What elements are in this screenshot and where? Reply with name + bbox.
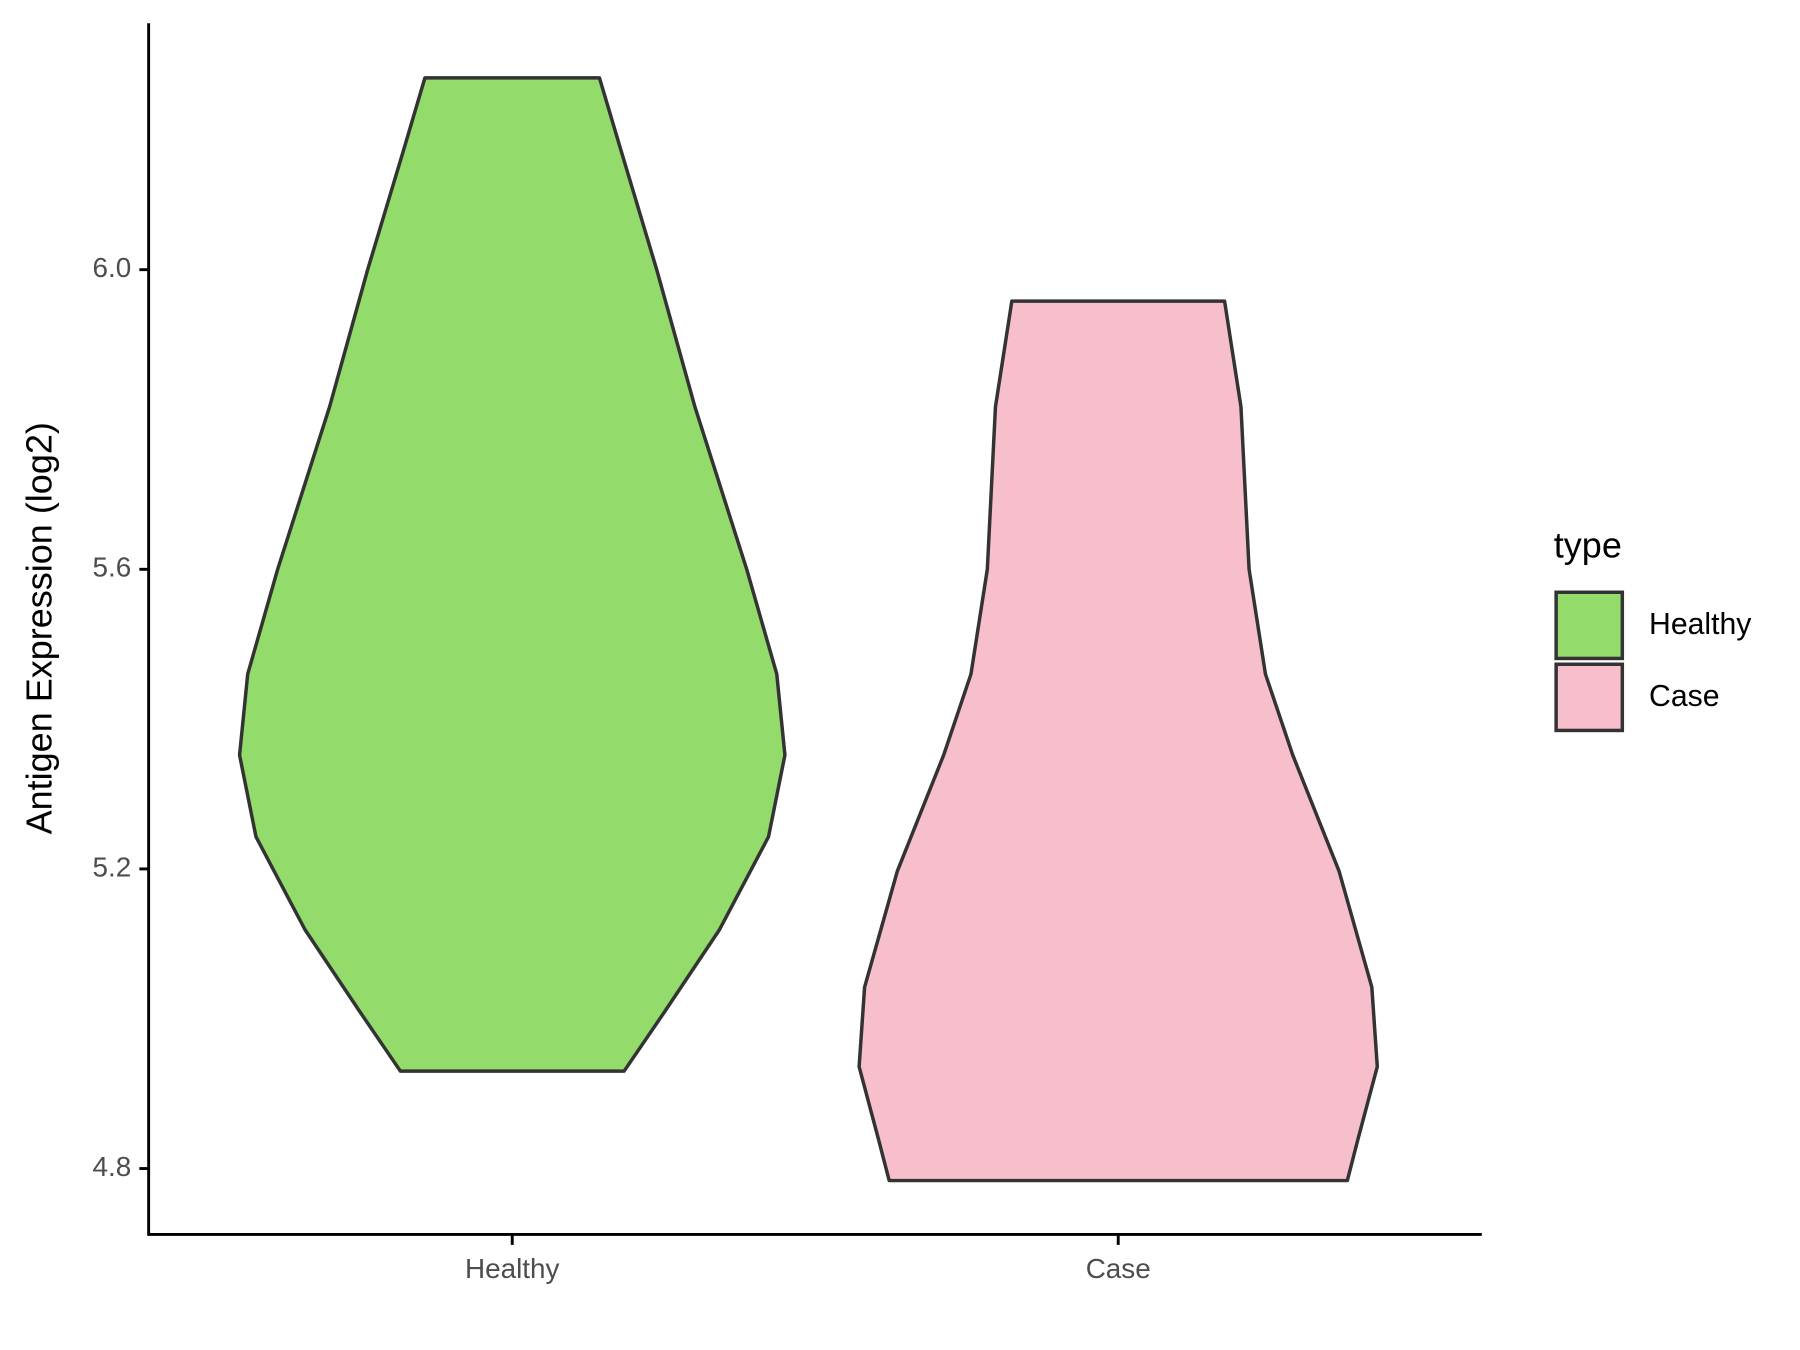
legend-key	[1554, 662, 1625, 733]
legend-key	[1554, 590, 1625, 661]
y-tick-label: 4.8	[92, 1151, 131, 1182]
y-tick-label: 5.6	[92, 552, 131, 583]
violin	[857, 299, 1380, 1183]
legend-label: Healthy	[1649, 608, 1752, 641]
y-tick-label: 5.2	[92, 851, 131, 882]
y-axis-title: Antigen Expression (log2)	[18, 422, 59, 834]
violin	[237, 76, 787, 1073]
x-tick-label: Case	[1086, 1253, 1151, 1284]
x-tick-label: Healthy	[465, 1253, 560, 1284]
legend-title: type	[1554, 525, 1622, 566]
legend-label: Case	[1649, 680, 1719, 713]
y-tick-label: 6.0	[92, 252, 131, 283]
